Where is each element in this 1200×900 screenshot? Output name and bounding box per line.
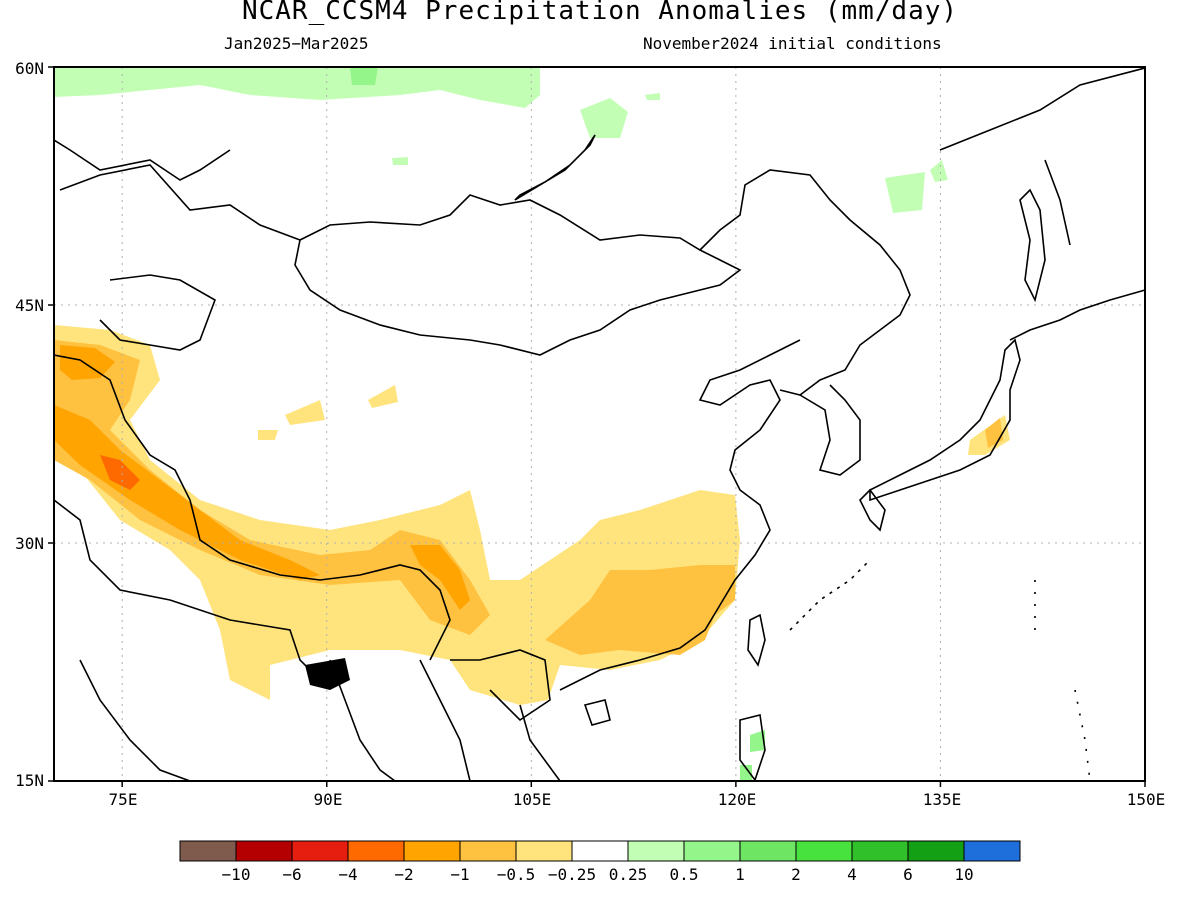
colorbar-label-13: 10 [954,865,974,884]
initial-conditions: November2024 initial conditions [643,34,942,53]
colorbar-swatch-3 [347,840,405,862]
himalaya-border [54,354,451,661]
siberia-coast [54,139,231,181]
anomaly-region-taiwan-2 [740,765,752,780]
lon-label-135e: 135E [922,790,962,809]
anomaly-region-dot-center [392,157,408,165]
anomaly-region-tibet-patch-1 [285,400,325,425]
colorbar-label-2: −4 [338,865,358,884]
colorbar-label-3: −2 [394,865,414,884]
lon-label-90e: 90E [313,790,343,809]
okhotsk-coast [939,67,1145,151]
anomaly-region-okhotsk-2 [930,160,948,182]
colorbar-label-9: 1 [735,865,745,884]
colorbar-label-11: 4 [847,865,857,884]
colorbar-swatch-4 [403,840,461,862]
anomaly-region-south-china [545,565,735,655]
colorbar-label-7: 0.25 [608,865,648,884]
china-east-coast [559,339,801,691]
lat-label-30n: 30N [15,534,44,553]
bay-of-bengal [305,658,350,690]
taiwan [747,613,766,667]
anomaly-region-himalaya-mid [54,340,490,635]
baikal-lake [514,134,596,201]
anomaly-region-himalaya-outer [54,325,740,705]
colorbar-swatch-8 [627,840,685,862]
colorbar-label-5: −0.5 [496,865,536,884]
anomaly-region-tibet-patch-2 [368,385,398,408]
colorbar [179,840,1021,862]
japan-kyushu [859,488,886,532]
lat-label-45n: 45N [15,296,44,315]
colorbar-swatch-1 [235,840,293,862]
colorbar-label-8: 0.5 [669,865,699,884]
kazakhstan-border [59,164,301,351]
southeast-asia-borders [419,649,561,781]
lon-label-105e: 105E [512,790,552,809]
colorbar-swatch-9 [683,840,741,862]
russia-china-border [699,169,911,396]
anomaly-region-taiwan [750,730,765,752]
colorbar-swatch-0 [179,840,237,862]
anomaly-region-central-asia-core [60,345,115,380]
lon-label-150e: 150E [1126,790,1166,809]
anomaly-region-okhotsk [885,172,925,213]
colorbar-label-4: −1 [450,865,470,884]
colorbar-label-10: 2 [791,865,801,884]
india-coast [79,659,396,781]
coastlines-borders [54,67,1145,781]
anomaly-region-baikal [580,98,628,138]
colorbar-swatch-11 [795,840,853,862]
ryukyu-islands [789,559,871,631]
colorbar-label-1: −6 [282,865,302,884]
japan-hokkaido [1009,289,1145,341]
colorbar-label-12: 6 [903,865,913,884]
colorbar-label-6: −0.25 [547,865,597,884]
korea [799,384,861,476]
china-mongolia-border [294,194,742,356]
colorbar-swatch-13 [907,840,965,862]
anomaly-fill-layer [54,67,1010,780]
lon-label-120e: 120E [717,790,757,809]
lat-label-60n: 60N [15,59,44,78]
lat-label-15n: 15N [15,771,44,790]
japan-honshu [869,338,1021,502]
anomaly-region-north-siberia [54,67,540,108]
hainan [583,699,611,726]
forecast-period: Jan2025−Mar2025 [224,34,369,53]
anomaly-region-north-siberia-peak [350,67,378,85]
colorbar-swatch-5 [459,840,517,862]
kamchatka-coast [1044,159,1071,246]
colorbar-swatch-10 [739,840,797,862]
sakhalin [1019,188,1046,303]
philippines [739,714,766,781]
anomaly-region-baikal-dot [645,93,660,100]
axis-ticks [48,66,1146,787]
map-frame [53,66,1146,782]
map-title: NCAR_CCSM4 Precipitation Anomalies (mm/d… [241,0,959,26]
gridlines [54,67,1145,781]
pacific-islands [1034,580,1091,781]
colorbar-swatch-12 [851,840,909,862]
colorbar-label-0: −10 [221,865,251,884]
anomaly-region-himalaya-core [54,405,320,580]
india-border [54,499,311,671]
anomaly-region-tibet-patch-3 [258,430,278,440]
anomaly-region-kashmir-core [100,455,140,490]
colorbar-swatch-7 [571,840,629,862]
colorbar-swatch-6 [515,840,573,862]
colorbar-swatch-2 [291,840,349,862]
lon-label-75e: 75E [108,790,138,809]
anomaly-region-sichuan-core [410,545,470,610]
colorbar-swatch-14 [963,840,1021,862]
